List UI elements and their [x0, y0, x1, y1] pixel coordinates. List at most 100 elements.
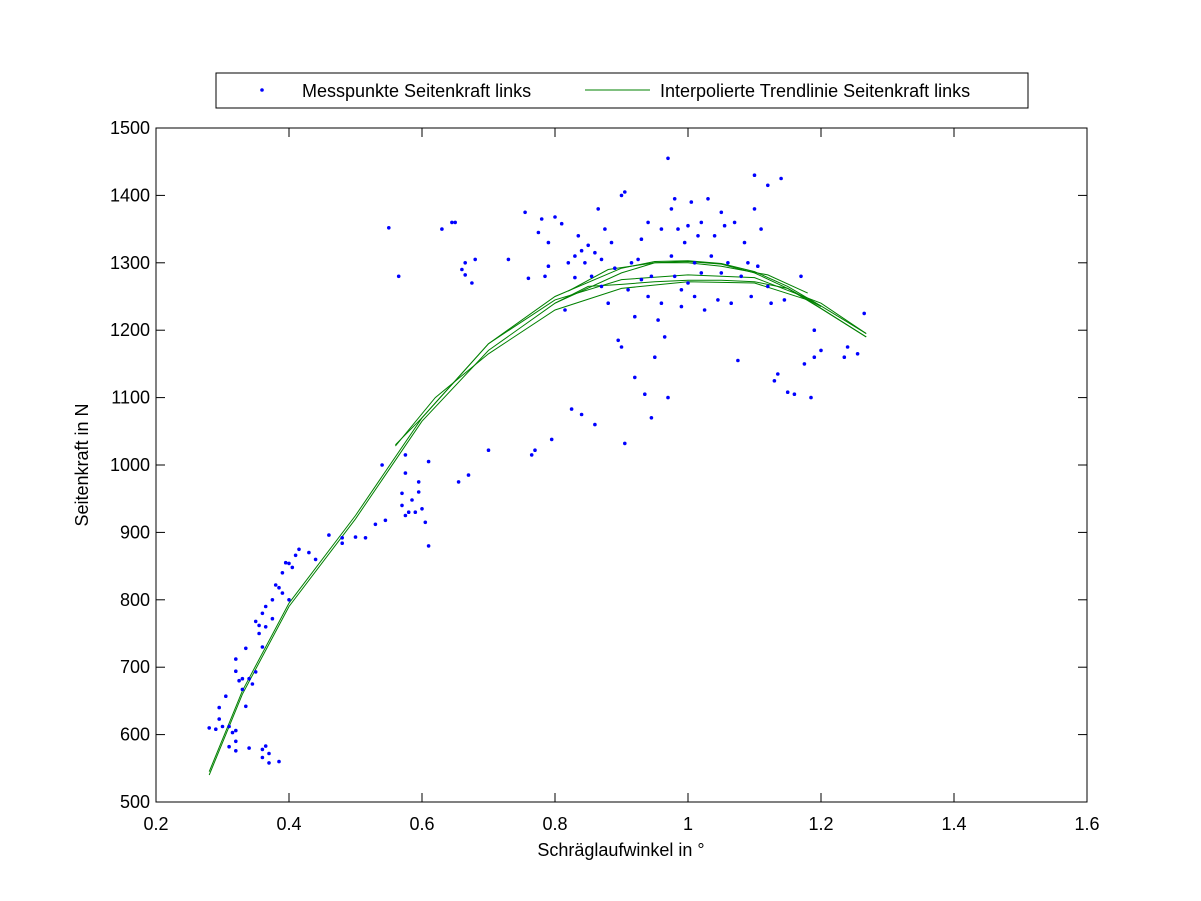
data-point: [450, 220, 454, 225]
data-point: [539, 217, 544, 221]
data-point: [746, 261, 750, 265]
data-point: [463, 261, 468, 265]
data-point: [619, 345, 624, 349]
y-tick-label: 1100: [111, 388, 150, 408]
y-tick-label: 1200: [110, 320, 150, 340]
data-point: [649, 416, 654, 420]
data-point: [327, 533, 331, 537]
data-point: [709, 254, 714, 258]
data-point: [682, 240, 687, 245]
x-tick-label: 1.2: [808, 814, 833, 834]
data-point: [260, 747, 265, 752]
x-tick-label: 0.8: [542, 814, 567, 834]
data-point: [416, 490, 421, 494]
data-point: [234, 749, 238, 753]
data-point: [227, 724, 231, 729]
data-point: [686, 223, 690, 228]
data-point: [460, 267, 464, 272]
x-tick-label: 0.6: [409, 814, 434, 834]
data-point: [563, 308, 567, 312]
data-point: [273, 583, 278, 587]
data-point: [573, 254, 577, 258]
data-point: [277, 585, 281, 590]
data-point: [340, 541, 345, 545]
data-point: [636, 257, 640, 262]
data-point: [244, 704, 248, 709]
data-point: [224, 694, 228, 698]
data-point: [623, 441, 627, 446]
data-point: [639, 237, 644, 241]
data-point: [626, 288, 630, 292]
data-point: [277, 759, 281, 764]
data-point: [270, 616, 275, 621]
data-point: [633, 314, 637, 319]
data-point: [423, 520, 428, 525]
data-point: [716, 298, 720, 302]
data-point: [523, 210, 527, 215]
y-axis-label: Seitenkraft in N: [72, 403, 92, 526]
data-point: [387, 226, 391, 230]
data-point: [692, 294, 697, 299]
data-point: [669, 207, 674, 211]
data-point: [629, 261, 634, 265]
data-point: [466, 473, 471, 477]
data-point: [732, 220, 737, 225]
legend: Messpunkte Seitenkraft links Interpolier…: [215, 72, 1029, 109]
data-point: [845, 345, 850, 349]
data-point: [676, 227, 680, 231]
trendline-curve-4: [554, 279, 822, 308]
data-point: [257, 631, 261, 636]
data-point: [283, 560, 288, 565]
trendline-curve-5: [568, 262, 808, 294]
data-point: [263, 625, 268, 629]
data-point: [799, 274, 803, 279]
data-point: [785, 390, 790, 395]
data-point: [240, 676, 245, 681]
data-point: [526, 276, 531, 281]
data-point: [782, 298, 787, 302]
data-point: [280, 591, 285, 595]
data-point: [416, 480, 421, 484]
data-point: [543, 274, 547, 279]
data-point: [426, 544, 431, 548]
data-point: [639, 277, 644, 282]
data-point: [214, 727, 218, 731]
data-point: [260, 611, 265, 616]
data-point: [237, 678, 241, 683]
data-point: [586, 243, 590, 248]
data-point: [596, 207, 600, 211]
data-point: [646, 220, 650, 225]
data-point: [613, 266, 617, 271]
data-point: [672, 274, 677, 279]
data-point: [599, 284, 604, 289]
data-point: [406, 510, 411, 514]
data-point: [662, 335, 667, 339]
data-point: [373, 522, 378, 527]
data-point: [220, 724, 225, 729]
data-point: [719, 271, 724, 275]
data-point: [260, 645, 265, 649]
data-point: [719, 210, 724, 215]
data-point: [643, 392, 647, 397]
data-point: [463, 273, 468, 277]
x-axis-label: Schräglaufwinkel in °: [537, 840, 704, 860]
data-point: [619, 193, 624, 198]
data-point: [403, 453, 408, 457]
y-tick-label: 700: [120, 657, 150, 677]
data-point: [234, 728, 238, 733]
y-tick-label: 1300: [110, 253, 150, 273]
data-point: [506, 257, 511, 262]
data-point: [383, 518, 388, 523]
data-point: [234, 739, 238, 744]
y-tick-label: 1000: [110, 455, 150, 475]
data-point: [247, 746, 251, 750]
data-point: [862, 311, 866, 316]
data-point: [593, 422, 597, 427]
data-point: [583, 261, 587, 265]
data-point: [766, 284, 770, 289]
data-point: [579, 412, 584, 417]
data-point: [257, 623, 261, 628]
data-point: [712, 234, 717, 238]
data-point: [456, 480, 461, 484]
